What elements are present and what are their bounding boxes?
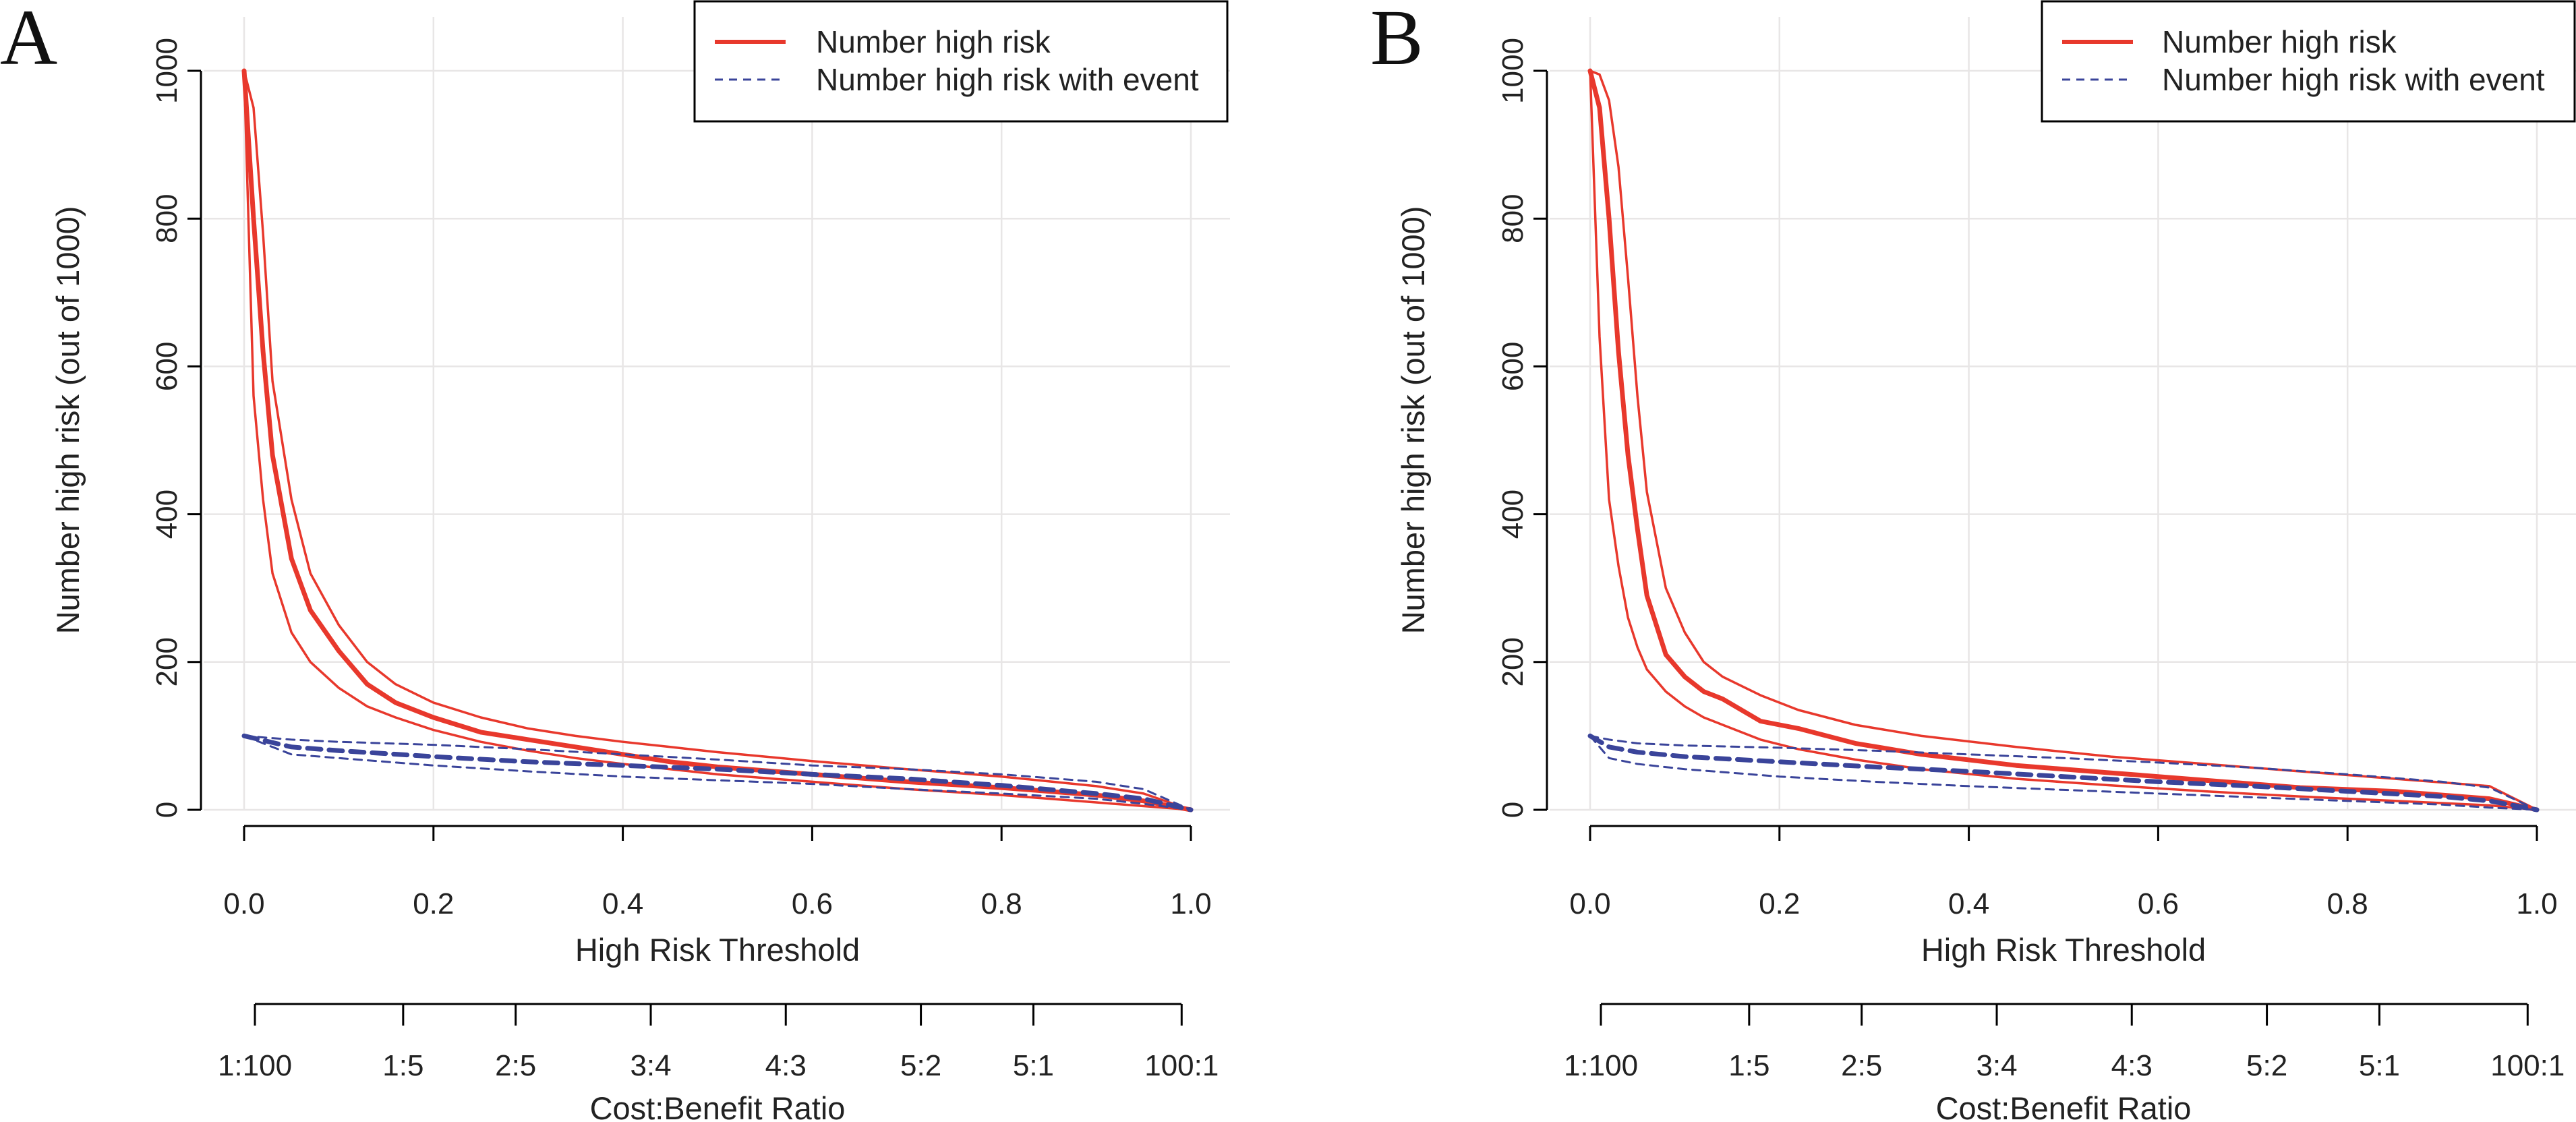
cost-benefit-tick-label: 1:100 bbox=[1564, 1049, 1638, 1082]
x-axis-title: High Risk Threshold bbox=[1921, 932, 2206, 968]
cost-benefit-tick-label: 5:1 bbox=[1013, 1049, 1054, 1082]
cost-benefit-tick-label: 5:2 bbox=[900, 1049, 941, 1082]
axes: 0 200 400 600 800 1000 0.0 0.2 0.4 0.6 0.8 1.0 1:100… bbox=[1496, 38, 2565, 1082]
x-tick-label: 0.4 bbox=[1948, 887, 1989, 920]
legend-label-number-high-risk-with-event: Number high risk with event bbox=[816, 62, 1199, 97]
legend-box bbox=[693, 0, 1229, 123]
y-tick-label: 200 bbox=[1496, 637, 1529, 686]
cost-benefit-tick-label: 3:4 bbox=[630, 1049, 671, 1082]
cost-benefit-tick-label: 100:1 bbox=[1144, 1049, 1219, 1082]
axes: 0 200 400 600 800 1000 0.0 0.2 0.4 0.6 0.8 1.0 1:100… bbox=[150, 38, 1219, 1082]
cost-benefit-tick-label: 1:100 bbox=[218, 1049, 292, 1082]
cost-benefit-tick-label: 4:3 bbox=[765, 1049, 807, 1082]
legend: Number high risk Number high risk with e… bbox=[2041, 0, 2576, 123]
cost-benefit-axis-title: Cost:Benefit Ratio bbox=[1936, 1090, 2192, 1122]
cost-benefit-tick-label: 100:1 bbox=[2490, 1049, 2565, 1082]
y-tick-label: 200 bbox=[150, 637, 183, 686]
y-axis-title: Number high risk (out of 1000) bbox=[50, 206, 86, 634]
series-line-number-high-risk-with-event bbox=[241, 733, 1194, 813]
x-tick-label: 1.0 bbox=[1170, 887, 1211, 920]
cost-benefit-tick-label: 2:5 bbox=[495, 1049, 536, 1082]
plot-series bbox=[241, 68, 1194, 813]
x-tick-label: 0.0 bbox=[1569, 887, 1610, 920]
series-line-number-high-risk-with-event-upper bbox=[1589, 734, 2538, 811]
x-tick-label: 0.4 bbox=[602, 887, 643, 920]
legend-box bbox=[2041, 0, 2576, 123]
y-tick-label: 600 bbox=[1496, 342, 1529, 391]
series-line-number-high-risk bbox=[241, 68, 1194, 813]
gridlines bbox=[204, 17, 1230, 811]
y-tick-label: 1000 bbox=[1496, 38, 1529, 104]
cost-benefit-tick-label: 1:5 bbox=[382, 1049, 423, 1082]
x-tick-label: 0.8 bbox=[2327, 887, 2368, 920]
x-tick-label: 0.0 bbox=[223, 887, 264, 920]
legend-label-number-high-risk: Number high risk bbox=[816, 24, 1051, 59]
x-tick-label: 0.6 bbox=[792, 887, 833, 920]
x-tick-label: 1.0 bbox=[2516, 887, 2557, 920]
x-tick-label: 0.6 bbox=[2138, 887, 2179, 920]
panel-b: B 0 200 400 600 800 1000 0.0 0.2 0.4 0.6 0.8 1.0 1:1… bbox=[1370, 0, 2576, 1122]
series-line-number-high-risk-lower bbox=[1589, 69, 2538, 811]
y-tick-label: 800 bbox=[1496, 194, 1529, 243]
y-tick-label: 400 bbox=[1496, 490, 1529, 539]
series-line-number-high-risk-upper bbox=[1589, 69, 2538, 811]
panel-label: B bbox=[1370, 0, 1424, 82]
cost-benefit-axis-title: Cost:Benefit Ratio bbox=[590, 1090, 846, 1122]
legend-label-number-high-risk: Number high risk bbox=[2162, 24, 2397, 59]
y-tick-label: 1000 bbox=[150, 38, 183, 104]
series-line-number-high-risk-with-event-lower bbox=[243, 734, 1192, 811]
cost-benefit-tick-label: 5:1 bbox=[2359, 1049, 2400, 1082]
series-line-number-high-risk bbox=[1587, 68, 2540, 813]
panel-label: A bbox=[0, 0, 57, 82]
x-tick-label: 0.2 bbox=[413, 887, 454, 920]
panel-a: A 0 200 400 600 800 1000 0.0 0.2 0.4 0.6 0.8 1.0 1:1… bbox=[0, 0, 1230, 1122]
cost-benefit-tick-label: 5:2 bbox=[2246, 1049, 2287, 1082]
y-tick-label: 600 bbox=[150, 342, 183, 391]
cost-benefit-tick-label: 2:5 bbox=[1841, 1049, 1882, 1082]
x-tick-label: 0.2 bbox=[1759, 887, 1800, 920]
series-line-number-high-risk-upper bbox=[243, 69, 1192, 811]
legend: Number high risk Number high risk with e… bbox=[693, 0, 1229, 123]
x-axis-title: High Risk Threshold bbox=[575, 932, 860, 968]
series-line-number-high-risk-with-event bbox=[1587, 733, 2540, 813]
y-axis-title: Number high risk (out of 1000) bbox=[1395, 206, 1431, 634]
y-tick-label: 0 bbox=[150, 802, 183, 818]
gridlines bbox=[1550, 17, 2576, 811]
cost-benefit-tick-label: 3:4 bbox=[1976, 1049, 2017, 1082]
y-tick-label: 400 bbox=[150, 490, 183, 539]
legend-label-number-high-risk-with-event: Number high risk with event bbox=[2162, 62, 2545, 97]
cost-benefit-tick-label: 4:3 bbox=[2111, 1049, 2153, 1082]
series-line-number-high-risk-with-event-upper bbox=[243, 734, 1192, 811]
x-tick-label: 0.8 bbox=[981, 887, 1022, 920]
y-tick-label: 800 bbox=[150, 194, 183, 243]
plot-series bbox=[1587, 68, 2540, 813]
cost-benefit-tick-label: 1:5 bbox=[1728, 1049, 1769, 1082]
y-tick-label: 0 bbox=[1496, 802, 1529, 818]
